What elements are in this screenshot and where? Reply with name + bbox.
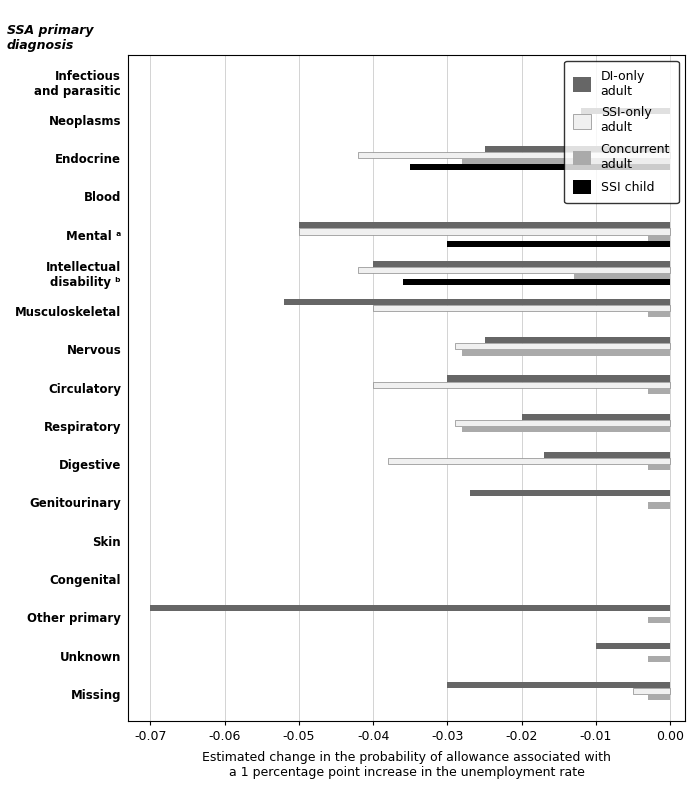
Bar (455, 343, 670, 349)
Bar (358, 267, 670, 273)
Bar (648, 464, 670, 470)
Bar (581, 107, 670, 114)
Bar (462, 349, 670, 356)
Bar (299, 229, 670, 234)
Bar (373, 260, 670, 267)
Bar (358, 152, 670, 158)
Bar (544, 452, 670, 458)
Bar (447, 681, 670, 688)
Bar (284, 299, 670, 305)
Bar (299, 222, 670, 229)
Bar (596, 643, 670, 649)
X-axis label: Estimated change in the probability of allowance associated with
a 1 percentage : Estimated change in the probability of a… (202, 751, 611, 779)
Bar (648, 694, 670, 700)
Bar (410, 164, 670, 170)
Bar (373, 305, 670, 311)
Bar (522, 414, 670, 420)
Bar (470, 490, 670, 496)
Bar (447, 376, 670, 382)
Bar (455, 420, 670, 426)
Bar (648, 311, 670, 318)
Bar (447, 241, 670, 247)
Bar (484, 337, 670, 343)
Bar (633, 688, 670, 694)
Bar (403, 279, 670, 285)
Bar (462, 158, 670, 164)
Text: SSA primary
diagnosis: SSA primary diagnosis (7, 24, 94, 52)
Bar (648, 617, 670, 623)
Bar (388, 458, 670, 464)
Bar (648, 656, 670, 661)
Bar (648, 503, 670, 509)
Bar (373, 382, 670, 387)
Legend: DI-only
adult, SSI-only
adult, Concurrent
adult, SSI child: DI-only adult, SSI-only adult, Concurren… (564, 61, 679, 203)
Bar (150, 605, 670, 611)
Bar (462, 426, 670, 432)
Bar (648, 234, 670, 241)
Bar (484, 146, 670, 152)
Bar (648, 387, 670, 394)
Bar (573, 273, 670, 279)
